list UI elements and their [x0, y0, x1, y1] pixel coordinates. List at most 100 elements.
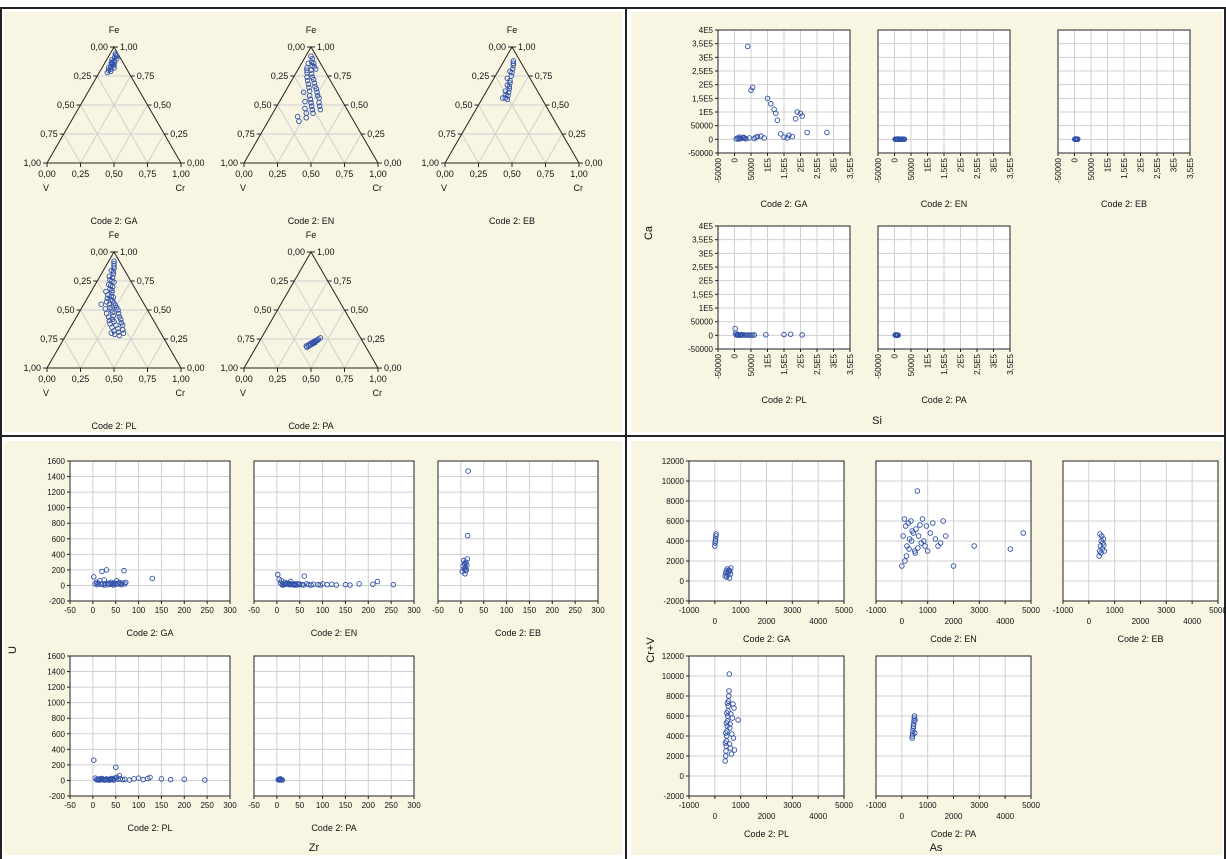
- ternary-vertex-label-top: Fe: [109, 25, 120, 35]
- data-point: [96, 777, 103, 783]
- data-point: [108, 330, 115, 336]
- x-tick-label: 100: [500, 606, 514, 615]
- data-point: [106, 301, 113, 307]
- x-tick-label: 0: [900, 617, 905, 626]
- data-point: [932, 536, 939, 542]
- data-point: [296, 118, 302, 125]
- data-point: [730, 735, 737, 741]
- data-point: [462, 567, 469, 574]
- x-tick-label: 200: [178, 801, 192, 810]
- y-axis-title: Ca: [643, 225, 655, 240]
- ternary-gridline: [80, 75, 132, 164]
- panel-label: Code 2: GA: [126, 628, 173, 638]
- x-tick-label: 0: [891, 353, 900, 358]
- data-point: [306, 84, 312, 91]
- scatter-panel-4: -50000 0 50000 1E5 1,5E5 2E5 2,5E5 3E5 3,5E5 -500…: [688, 222, 855, 405]
- ternary-bottom-tick-label: 0,75: [336, 374, 354, 384]
- ternary-left-tick-label: 0,25: [74, 276, 92, 286]
- ternary-right-tick-label: 1,00: [317, 247, 335, 257]
- x-tick-label: 300: [407, 606, 421, 615]
- data-point: [111, 263, 117, 269]
- ternary-panel-1: 0,00 0,25 0,50 0,75 1,00 1,00 0,75 0,50 0,25 0,00…: [23, 25, 204, 226]
- x-tick-label: 2,5E5: [813, 353, 822, 374]
- data-point: [113, 53, 120, 60]
- x-tick-label: 50: [111, 801, 120, 810]
- plot-frame: [253, 655, 415, 797]
- data-point: [293, 582, 299, 588]
- ternary-gridline: [113, 104, 148, 164]
- data-point: [101, 577, 108, 583]
- ternary-gridline: [63, 338, 81, 369]
- data-point: [304, 77, 311, 84]
- data-point: [115, 307, 121, 313]
- y-tick-label: 200: [52, 761, 66, 770]
- x-tick-label: 100: [132, 801, 146, 810]
- data-point: [308, 70, 315, 77]
- x-tick-label: 4000: [996, 617, 1014, 626]
- x-tick-label: 5000: [1209, 606, 1226, 615]
- data-point: [1101, 542, 1107, 548]
- data-point: [311, 80, 318, 86]
- x-tick-label: -1000: [1053, 606, 1074, 615]
- data-point: [792, 116, 799, 122]
- data-point: [104, 295, 111, 302]
- data-point: [119, 327, 126, 333]
- x-tick-label: 100: [316, 606, 330, 615]
- data-point: [912, 730, 918, 736]
- ternary-left-tick-label: 0,75: [438, 129, 456, 139]
- ternary-bottom-tick-label: 1,00: [369, 169, 387, 179]
- ternary-left-tick-label: 1,00: [220, 363, 238, 373]
- data-point: [910, 530, 917, 536]
- x-tick-label: 50000: [747, 157, 756, 180]
- ternary-bottom-tick-label: 1,00: [172, 374, 190, 384]
- data-point: [304, 74, 310, 80]
- x-tick-label: 200: [362, 801, 376, 810]
- data-point: [316, 103, 323, 109]
- ternary-bottom-tick-label: 0,75: [139, 374, 157, 384]
- data-point: [310, 110, 316, 116]
- x-tick-label: -50: [248, 801, 260, 810]
- y-tick-label: -200: [49, 597, 66, 606]
- data-point: [509, 69, 515, 76]
- x-tick-label: 2000: [1132, 617, 1150, 626]
- x-tick-label: 3,5E5: [1186, 157, 1195, 178]
- x-tick-label: 0: [891, 157, 900, 162]
- y-tick-label: 1400: [47, 473, 65, 482]
- y-tick-label: 4E5: [699, 26, 714, 35]
- y-tick-label: 1600: [47, 652, 65, 661]
- data-point: [761, 135, 767, 141]
- ternary-left-tick-label: 0,00: [90, 247, 108, 257]
- ternary-vertex-label-left: V: [240, 388, 246, 398]
- data-point: [723, 720, 730, 726]
- y-tick-label: 50000: [691, 318, 714, 327]
- data-point: [797, 110, 804, 117]
- x-tick-label: -1000: [866, 801, 887, 810]
- x-tick-label: 0: [731, 353, 740, 358]
- data-point: [1097, 531, 1103, 537]
- ternary-vertex-label-left: V: [43, 388, 49, 398]
- x-tick-label: -1000: [866, 606, 887, 615]
- panel-label: Code 2: EB: [489, 216, 535, 226]
- data-point: [728, 751, 735, 757]
- y-tick-label: 0: [709, 135, 714, 144]
- data-point: [1100, 536, 1107, 542]
- ternary-right-tick-label: 0,75: [334, 71, 352, 81]
- data-point: [729, 715, 736, 721]
- scatter-panel-5: -50 0 50 100 150 200 250 300 Code 2: PA: [248, 655, 421, 833]
- y-tick-label: 600: [52, 535, 66, 544]
- ternary-left-tick-label: 1,00: [23, 363, 41, 373]
- ternary-gridline: [147, 133, 165, 164]
- ternary-left-tick-label: 1,00: [421, 158, 439, 168]
- data-point: [286, 580, 293, 587]
- data-point: [915, 545, 921, 551]
- data-point: [99, 568, 105, 575]
- ternary-gridline: [310, 309, 345, 369]
- ternary-left-tick-label: 0,50: [254, 305, 272, 315]
- x-tick-label: 3,5E5: [846, 353, 855, 374]
- ternary-gridline: [96, 75, 148, 164]
- ternary-left-tick-label: 0,50: [455, 100, 473, 110]
- x-tick-label: -50: [64, 801, 76, 810]
- ternary-panel-2: 0,00 0,25 0,50 0,75 1,00 1,00 0,75 0,50 0,25 0,00…: [220, 25, 401, 226]
- x-tick-label: 0: [900, 812, 905, 821]
- data-point: [310, 60, 317, 66]
